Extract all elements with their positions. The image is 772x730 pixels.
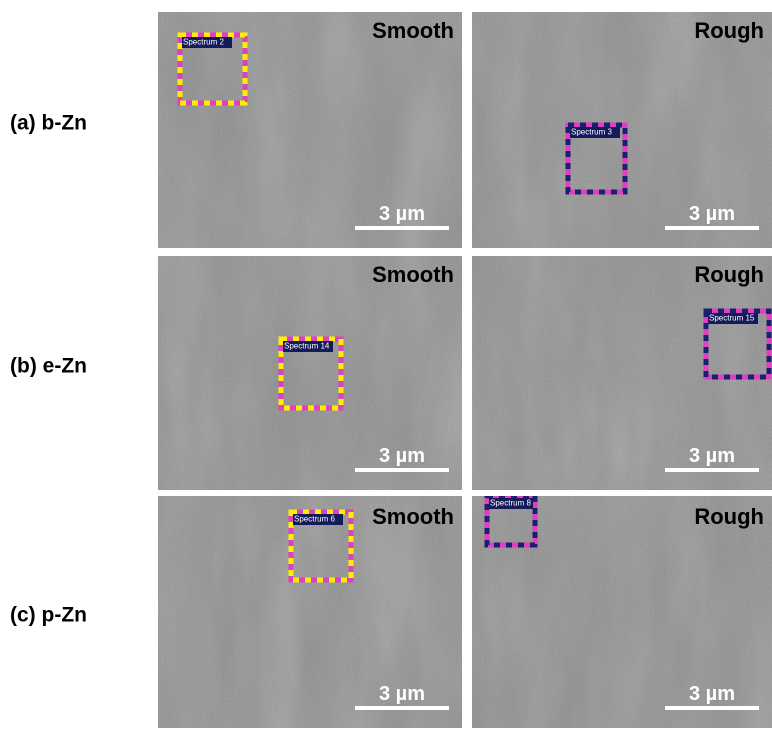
sem-image: Spectrum 8 Rough 3 µm xyxy=(472,496,772,728)
spectrum-label: Spectrum 15 xyxy=(709,314,755,323)
sem-panel: Spectrum 8 Rough 3 µm xyxy=(472,496,772,728)
sem-panel: Spectrum 2 Smooth 3 µm xyxy=(158,12,462,248)
condition-label: Smooth xyxy=(372,504,454,529)
sem-image: Spectrum 2 Smooth 3 µm xyxy=(158,12,462,248)
spectrum-label: Spectrum 8 xyxy=(490,499,531,508)
sem-panel: Spectrum 6 Smooth 3 µm xyxy=(158,496,462,728)
row-label: (a) b-Zn xyxy=(10,112,87,135)
sem-image: Spectrum 6 Smooth 3 µm xyxy=(158,496,462,728)
sem-panel: Spectrum 15 Rough 3 µm xyxy=(472,256,772,490)
scale-bar-label: 3 µm xyxy=(689,203,735,225)
scale-bar-label: 3 µm xyxy=(689,683,735,705)
scale-bar xyxy=(355,706,449,710)
scale-bar xyxy=(355,468,449,472)
condition-label: Smooth xyxy=(372,262,454,287)
scale-bar-label: 3 µm xyxy=(689,445,735,467)
scale-bar-label: 3 µm xyxy=(379,445,425,467)
scale-bar-label: 3 µm xyxy=(379,203,425,225)
spectrum-label: Spectrum 3 xyxy=(571,128,612,137)
scale-bar-label: 3 µm xyxy=(379,683,425,705)
condition-label: Rough xyxy=(694,18,764,43)
figure: (a) b-Zn Spectrum 2 Smooth 3 µm Spectrum 3 Ro… xyxy=(0,0,772,730)
condition-label: Smooth xyxy=(372,18,454,43)
spectrum-label: Spectrum 14 xyxy=(284,342,330,351)
condition-label: Rough xyxy=(694,504,764,529)
scale-bar xyxy=(665,468,759,472)
scale-bar xyxy=(665,226,759,230)
sem-image: Spectrum 3 Rough 3 µm xyxy=(472,12,772,248)
sem-panel: Spectrum 3 Rough 3 µm xyxy=(472,12,772,248)
spectrum-label: Spectrum 6 xyxy=(294,515,335,524)
sem-image: Spectrum 14 Smooth 3 µm xyxy=(158,256,462,490)
scale-bar xyxy=(665,706,759,710)
sem-panel: Spectrum 14 Smooth 3 µm xyxy=(158,256,462,490)
row-label: (b) e-Zn xyxy=(10,355,87,378)
sem-image: Spectrum 15 Rough 3 µm xyxy=(472,256,772,490)
row-label: (c) p-Zn xyxy=(10,604,87,627)
condition-label: Rough xyxy=(694,262,764,287)
scale-bar xyxy=(355,226,449,230)
spectrum-label: Spectrum 2 xyxy=(183,38,224,47)
